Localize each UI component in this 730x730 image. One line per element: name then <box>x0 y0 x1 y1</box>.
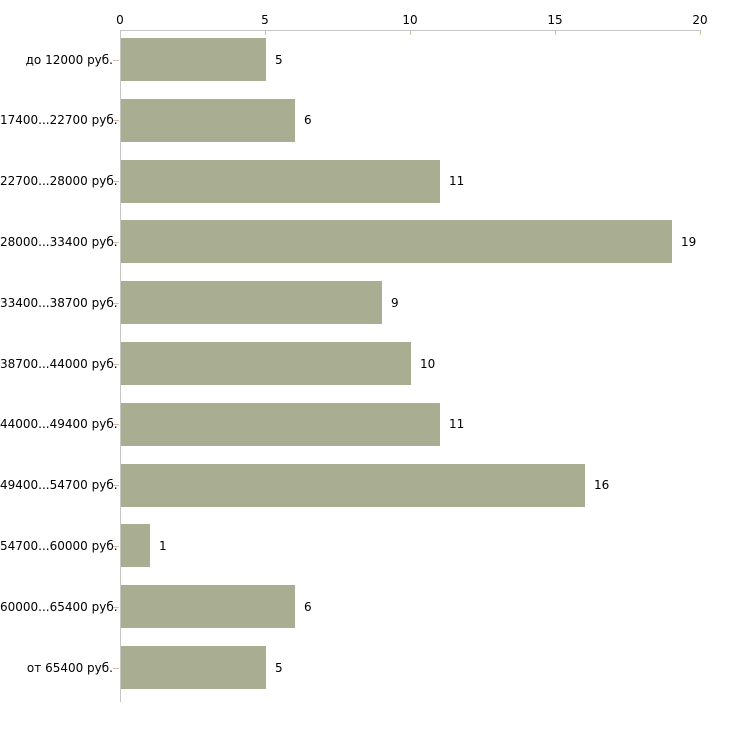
bar <box>121 402 440 446</box>
category-tick-mark <box>113 485 119 486</box>
bar <box>121 38 266 81</box>
value-label: 19 <box>681 234 697 249</box>
category-tick-mark <box>113 60 119 61</box>
y-axis-line <box>120 30 121 702</box>
category-label: 28000...33400 руб. <box>0 234 118 249</box>
x-axis-tick-label: 20 <box>692 13 708 27</box>
bar <box>121 646 266 689</box>
x-axis-tick-mark <box>555 31 556 35</box>
x-axis-tick-label: 0 <box>116 13 124 27</box>
value-label: 11 <box>449 174 465 189</box>
category-label: 17400...22700 руб. <box>0 113 118 128</box>
x-axis-tick-mark <box>265 31 266 35</box>
bar <box>121 98 295 142</box>
x-axis-line <box>120 30 701 31</box>
value-label: 5 <box>275 52 283 67</box>
value-label: 6 <box>304 599 312 614</box>
category-label: 54700...60000 руб. <box>0 538 118 553</box>
category-tick-mark <box>113 120 119 121</box>
category-tick-mark <box>113 242 119 243</box>
category-label: от 65400 руб. <box>26 660 113 675</box>
x-axis-tick-label: 5 <box>261 13 269 27</box>
category-label: 49400...54700 руб. <box>0 478 118 493</box>
value-label: 11 <box>449 417 465 432</box>
category-label: до 12000 руб. <box>25 52 113 67</box>
x-axis-tick-mark <box>410 31 411 35</box>
x-axis-tick-label: 15 <box>547 13 563 27</box>
bar <box>121 281 382 325</box>
bar <box>121 220 672 264</box>
bar <box>121 463 585 507</box>
x-axis-tick-label: 10 <box>402 13 418 27</box>
bar <box>121 524 150 568</box>
value-label: 5 <box>275 660 283 675</box>
category-label: 44000...49400 руб. <box>0 417 118 432</box>
category-tick-mark <box>113 424 119 425</box>
category-label: 60000...65400 руб. <box>0 599 118 614</box>
value-label: 10 <box>420 356 436 371</box>
x-axis-tick-mark <box>700 31 701 35</box>
value-label: 9 <box>391 295 399 310</box>
category-tick-mark <box>113 181 119 182</box>
value-label: 16 <box>594 478 610 493</box>
value-label: 1 <box>159 538 167 553</box>
bar <box>121 159 440 203</box>
category-tick-mark <box>113 668 119 669</box>
bar <box>121 342 411 385</box>
category-tick-mark <box>113 546 119 547</box>
category-tick-mark <box>113 303 119 304</box>
category-tick-mark <box>113 607 119 608</box>
category-label: 33400...38700 руб. <box>0 295 118 310</box>
bar <box>121 585 295 629</box>
category-label: 22700...28000 руб. <box>0 174 118 189</box>
category-label: 38700...44000 руб. <box>0 356 118 371</box>
value-label: 6 <box>304 113 312 128</box>
category-tick-mark <box>113 364 119 365</box>
